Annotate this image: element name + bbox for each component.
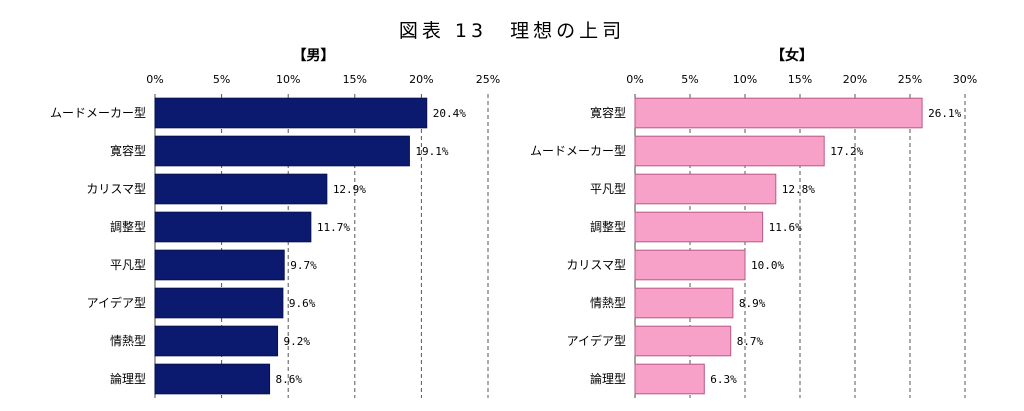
female-category-label: ムードメーカー型 — [530, 144, 626, 158]
male-tick-label: 25% — [476, 73, 500, 86]
female-value-label: 26.1% — [928, 107, 961, 120]
female-bar — [634, 287, 734, 319]
male-chart-panel: 【男】 0% 5% 10% 15% 20% 25% ムードメーカー型 20.4% 寛容型 19.1%… — [50, 48, 500, 398]
male-bar — [154, 363, 271, 395]
female-bar — [634, 211, 764, 243]
female-category-label: 平凡型 — [590, 182, 626, 196]
male-value-label: 8.6% — [276, 373, 303, 386]
female-category-label: 調整型 — [590, 219, 626, 234]
female-value-label: 6.3% — [710, 373, 737, 386]
male-value-label: 9.7% — [290, 259, 317, 272]
male-tick-label: 20% — [409, 73, 433, 86]
male-tick-label: 10% — [276, 73, 300, 86]
male-bar — [154, 135, 410, 167]
female-tick-label: 15% — [788, 73, 812, 86]
male-category-label: 論理型 — [110, 371, 146, 386]
female-tick-label: 20% — [843, 73, 867, 86]
male-panel-label: 【男】 — [293, 48, 335, 64]
male-value-label: 9.2% — [284, 335, 311, 348]
male-category-label: 情熱型 — [110, 334, 146, 348]
male-value-label: 20.4% — [433, 107, 466, 120]
female-value-label: 10.0% — [751, 259, 784, 272]
male-bar — [154, 173, 328, 205]
male-value-label: 9.6% — [289, 297, 316, 310]
male-tick-label: 5% — [213, 73, 230, 86]
female-category-label: 情熱型 — [590, 296, 626, 310]
figure-title: 図表 13 理想の上司 — [399, 20, 625, 42]
male-category-label: 平凡型 — [110, 258, 146, 272]
female-category-label: アイデア型 — [567, 333, 626, 348]
female-bar — [634, 363, 705, 395]
female-tick-label: 30% — [953, 73, 977, 86]
male-category-label: 寛容型 — [110, 143, 146, 158]
female-tick-label: 5% — [681, 73, 698, 86]
female-value-label: 17.2% — [830, 145, 863, 158]
male-bar — [154, 325, 279, 357]
female-bar — [634, 173, 777, 205]
female-bar — [634, 325, 732, 357]
female-tick-label: 0% — [626, 73, 643, 86]
female-tick-label: 10% — [733, 73, 757, 86]
female-category-label: 寛容型 — [590, 105, 626, 120]
female-bar — [634, 135, 825, 167]
male-bar — [154, 211, 312, 243]
male-tick-label: 0% — [146, 73, 163, 86]
female-value-label: 8.9% — [739, 297, 766, 310]
male-tick-label: 15% — [343, 73, 367, 86]
female-bar — [634, 249, 746, 281]
female-chart-panel: 【女】 0% 5% 10% 15% 20% 25% 30% 寛容型 26.1% ムードメーカー型 17… — [530, 47, 977, 398]
male-value-label: 12.9% — [333, 183, 366, 196]
female-tick-label: 25% — [898, 73, 922, 86]
female-value-label: 8.7% — [737, 335, 764, 348]
male-bar — [154, 97, 428, 129]
female-category-label: カリスマ型 — [566, 258, 626, 272]
female-panel-label: 【女】 — [771, 47, 813, 64]
male-category-label: カリスマ型 — [86, 182, 146, 196]
female-category-label: 論理型 — [590, 371, 626, 386]
male-category-label: ムードメーカー型 — [50, 106, 146, 120]
male-category-label: 調整型 — [110, 219, 146, 234]
male-category-label: アイデア型 — [87, 295, 146, 310]
male-bar — [154, 249, 285, 281]
male-value-label: 11.7% — [317, 221, 350, 234]
female-value-label: 11.6% — [769, 221, 802, 234]
female-bar — [634, 97, 923, 129]
male-bar — [154, 287, 284, 319]
female-value-label: 12.8% — [782, 183, 815, 196]
male-value-label: 19.1% — [415, 145, 448, 158]
